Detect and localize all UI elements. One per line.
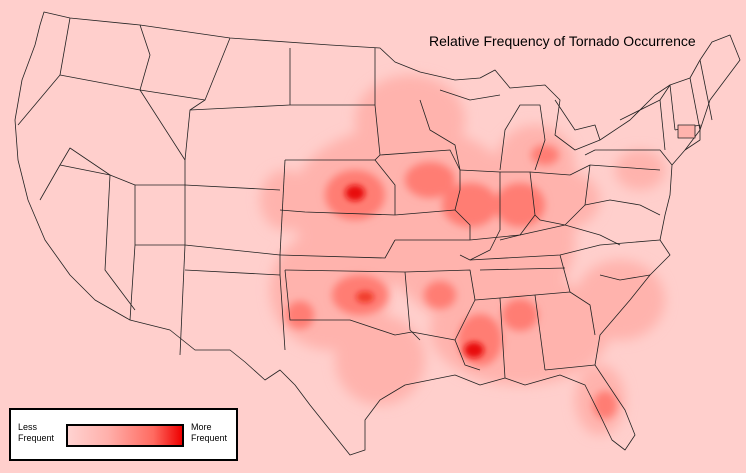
legend-more-label: More Frequent: [191, 422, 228, 443]
map-title: Relative Frequency of Tornado Occurrence: [429, 33, 696, 49]
heat-layer-high: [345, 185, 484, 358]
heat-layer-low: [260, 75, 665, 435]
state-boundaries: [14, 11, 741, 456]
legend-less-label: Less Frequent: [18, 422, 55, 443]
national-outline: [14, 11, 741, 456]
legend-gradient-bar: [66, 424, 184, 447]
legend: Less Frequent More Frequent: [9, 408, 238, 461]
